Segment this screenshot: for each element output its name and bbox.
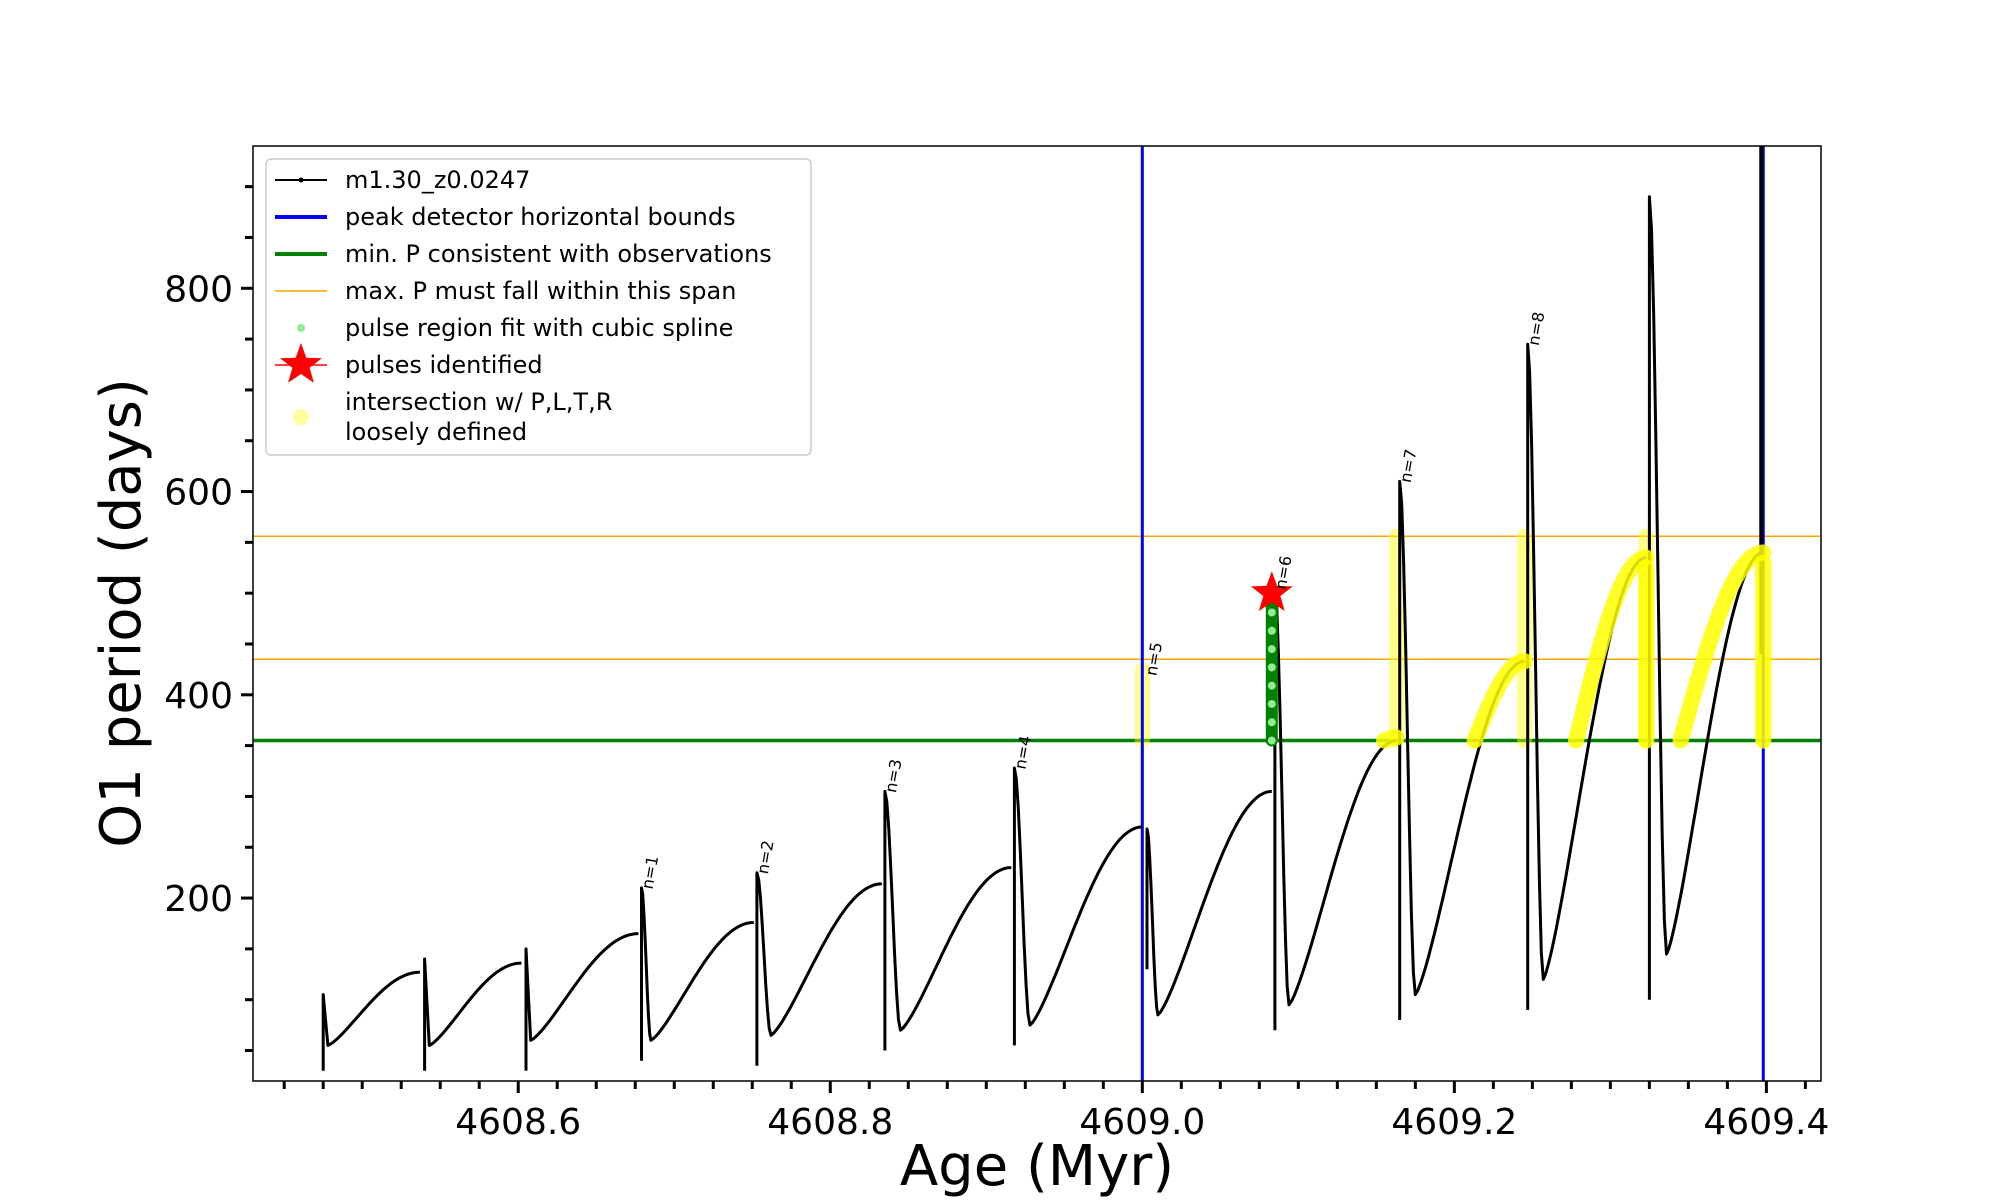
series-line	[524, 932, 639, 1071]
pulse-star	[1250, 571, 1293, 611]
x-axis-title: Age (Myr)	[900, 1134, 1174, 1199]
legend-label: intersection w/ P,L,T,R	[345, 388, 612, 416]
legend-label: loosely defined	[345, 418, 527, 446]
legend-label: m1.30_z0.0247	[345, 166, 530, 194]
x-tick-label: 4609.0	[1079, 1102, 1205, 1143]
spline-point	[1267, 608, 1276, 617]
series-line	[423, 957, 522, 1071]
series-line	[755, 871, 882, 1066]
spline-point	[1267, 718, 1276, 727]
loosely-defined-arc	[1568, 549, 1655, 749]
pulse-label: n=6	[1271, 554, 1296, 591]
legend-frame	[265, 158, 812, 456]
x-tick-label: 4608.6	[455, 1102, 581, 1143]
series-line	[1145, 789, 1272, 1017]
y-tick-label: 200	[164, 879, 233, 920]
x-tick-label: 4609.4	[1703, 1102, 1829, 1143]
pulse-label: n=2	[753, 839, 778, 876]
plot-frame	[252, 145, 1822, 1082]
pulse-label: n=5	[1142, 641, 1167, 678]
series-line	[1398, 479, 1525, 1020]
y-axis: 200 400 600 800	[164, 185, 253, 1053]
loosely-defined-arc	[1376, 729, 1405, 749]
spline-point	[1267, 681, 1276, 690]
y-tick-label: 800	[164, 269, 233, 310]
legend-swatch	[280, 343, 322, 383]
series-line	[1012, 766, 1143, 1046]
spline-point	[1267, 736, 1276, 745]
pulse-label: n=7	[1396, 448, 1421, 485]
spline-point	[1267, 699, 1276, 708]
y-axis-title: O1 period (days)	[89, 378, 154, 848]
series-line	[883, 789, 1012, 1051]
legend-label: peak detector horizontal bounds	[345, 203, 736, 231]
series-line	[1647, 195, 1764, 1000]
series-line	[1273, 586, 1397, 1031]
x-tick-label: 4609.2	[1391, 1102, 1517, 1143]
series-line	[321, 970, 420, 1071]
spline-point	[1267, 626, 1276, 635]
loosely-defined-arc	[1466, 653, 1533, 749]
spline-point	[1267, 645, 1276, 654]
loosely-defined-arc	[1672, 544, 1772, 749]
pulse-label: n=3	[881, 758, 906, 795]
legend-label: pulse region fit with cubic spline	[345, 314, 733, 342]
legend-label: max. P must fall within this span	[345, 277, 736, 305]
legend-label: min. P consistent with observations	[345, 240, 772, 268]
x-axis: 4608.6 4608.8 4609.0 4609.2 4609.4	[282, 1081, 1829, 1143]
y-tick-label: 400	[164, 676, 233, 717]
legend-swatch-dot	[298, 177, 304, 183]
spline-point	[1267, 663, 1276, 672]
y-tick-label: 600	[164, 473, 233, 514]
pulse-label: n=8	[1524, 310, 1549, 347]
pulse-label: n=1	[638, 854, 663, 891]
legend-label: pulses identified	[345, 351, 543, 379]
legend-swatch	[297, 324, 305, 332]
x-tick-label: 4608.8	[767, 1102, 893, 1143]
legend-swatch	[293, 409, 309, 425]
series-line	[640, 886, 754, 1061]
